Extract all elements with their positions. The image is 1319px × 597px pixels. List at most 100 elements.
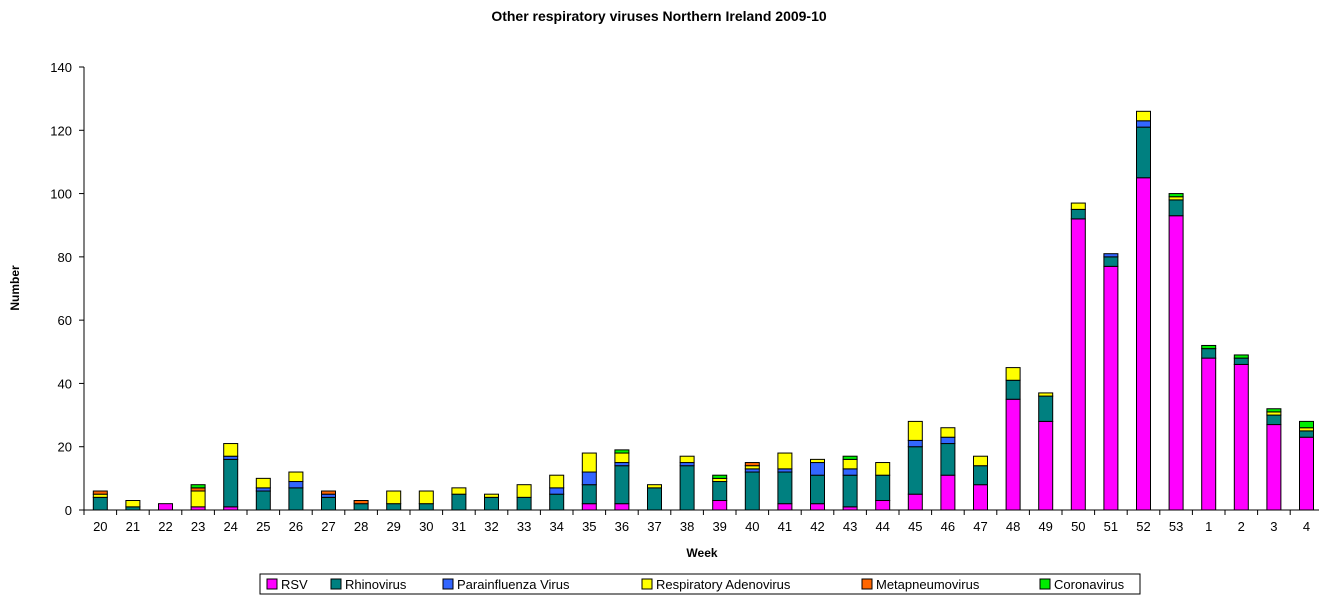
bar-segment-rhinovirus [581,484,597,505]
bar-segment-respiratory-adenovirus [614,452,630,464]
x-tick-label: 23 [191,519,205,534]
bar-segment-rhinovirus [679,465,695,511]
bar-segment-respiratory-adenovirus [679,455,695,464]
x-tick-label: 29 [386,519,400,534]
x-tick-label: 48 [1006,519,1020,534]
bar-segment-coronavirus [1266,408,1282,413]
y-tick-label: 80 [58,250,72,265]
bar-segment-coronavirus [1233,354,1249,359]
bar-segment-rsv [1299,436,1314,511]
x-tick-label: 34 [549,519,563,534]
bar-segment-rhinovirus [451,493,467,511]
y-tick-label: 40 [58,376,72,391]
bar-segment-rhinovirus [1168,199,1184,217]
x-tick-label: 33 [517,519,531,534]
bar-segment-rsv [875,500,891,511]
bar-segment-rhinovirus [516,496,532,511]
bar-segment-coronavirus [1299,420,1314,429]
bar-segment-rsv [810,503,825,511]
bar-segment-rsv [1168,215,1184,511]
x-tick-label: 37 [647,519,661,534]
bar-segment-rsv [777,503,793,511]
x-tick-label: 35 [582,519,596,534]
legend-swatch [1039,578,1051,590]
bar-segment-rhinovirus [1005,379,1021,400]
bar-segment-respiratory-adenovirus [1136,110,1151,122]
bar-segment-respiratory-adenovirus [451,487,467,495]
bar-segment-rhinovirus [973,465,988,486]
x-tick-label: 50 [1071,519,1085,534]
bar-segment-rhinovirus [647,487,662,511]
x-tick-label: 32 [484,519,498,534]
y-tick-label: 120 [50,123,72,138]
bar-segment-rhinovirus [386,503,402,511]
bar-segment-rhinovirus [1070,208,1086,220]
bar-segment-rsv [973,484,988,511]
bar-segment-rsv [1038,420,1054,511]
bar-segment-parainfluenza-virus [940,436,956,445]
bar-segment-rsv [1136,177,1151,511]
bar-segment-coronavirus [1168,193,1184,198]
bar-segment-rhinovirus [810,474,825,505]
bar-segment-rhinovirus [255,490,271,511]
bar-segment-rhinovirus [321,496,336,511]
bar-segment-respiratory-adenovirus [647,484,662,489]
bar-segment-rsv [940,474,956,511]
bar-segment-rhinovirus [842,474,858,508]
bar-segment-rsv [712,500,728,511]
bar-segment-rhinovirus [1233,357,1249,365]
x-tick-label: 25 [256,519,270,534]
bar-segment-respiratory-adenovirus [223,443,239,457]
bar-segment-rhinovirus [484,496,499,511]
legend-swatch [641,578,653,590]
legend-swatch [266,578,278,590]
bar-segment-respiratory-adenovirus [1070,202,1086,210]
bar-segment-rhinovirus [1136,126,1151,179]
bar-segment-respiratory-adenovirus [777,452,793,470]
x-axis: 20 21 22 23 24 25 26 27 28 29 30 31 32 33 34 35 36 37 38 39… [83,510,1310,534]
x-tick-label: 2 [1238,519,1245,534]
x-tick-label: 49 [1038,519,1052,534]
legend-label: Metapneumovirus [876,577,980,592]
bar-segment-rhinovirus [940,443,956,476]
x-tick-label: 30 [419,519,433,534]
bar-segment-coronavirus [614,449,630,454]
bar-segment-parainfluenza-virus [810,462,825,476]
bar-segment-respiratory-adenovirus [907,420,923,441]
bar-segment-respiratory-adenovirus [1038,392,1054,397]
x-tick-label: 47 [973,519,987,534]
legend-label: Respiratory Adenovirus [656,577,791,592]
bar-segment-rhinovirus [92,496,108,511]
legend-swatch [442,578,454,590]
bar-segment-rhinovirus [418,503,434,511]
x-tick-label: 20 [93,519,107,534]
bar-segment-respiratory-adenovirus [842,458,858,470]
bar-segment-metapneumovirus [321,490,336,495]
bar-segment-respiratory-adenovirus [973,455,988,467]
bar-segment-parainfluenza-virus [288,481,304,489]
bar-segment-respiratory-adenovirus [581,452,597,473]
y-tick-label: 140 [50,60,72,75]
legend: RSV Rhinovirus Parainfluenza Virus Respirat… [259,573,1141,595]
x-tick-label: 31 [452,519,466,534]
bar-segment-coronavirus [1201,344,1217,350]
x-axis-title: Week [686,546,717,560]
bar-segment-rhinovirus [223,458,239,508]
bar-segment-parainfluenza-virus [581,471,597,486]
x-tick-label: 40 [745,519,759,534]
x-tick-label: 3 [1270,519,1277,534]
x-tick-label: 24 [223,519,237,534]
bar-segment-rhinovirus [1038,395,1054,422]
legend-label: RSV [281,577,308,592]
bar-segment-respiratory-adenovirus [875,462,891,476]
legend-label: Rhinovirus [345,577,407,592]
bar-segment-rsv [1103,265,1119,511]
bar-segment-metapneumovirus [744,462,760,467]
bar-segment-parainfluenza-virus [1103,253,1119,258]
x-tick-label: 1 [1205,519,1212,534]
bars-layer [92,110,1314,511]
bar-segment-respiratory-adenovirus [255,477,271,489]
y-axis: 0 20 40 60 80 100 120 140 [50,60,84,518]
bar-segment-rsv [614,503,630,511]
